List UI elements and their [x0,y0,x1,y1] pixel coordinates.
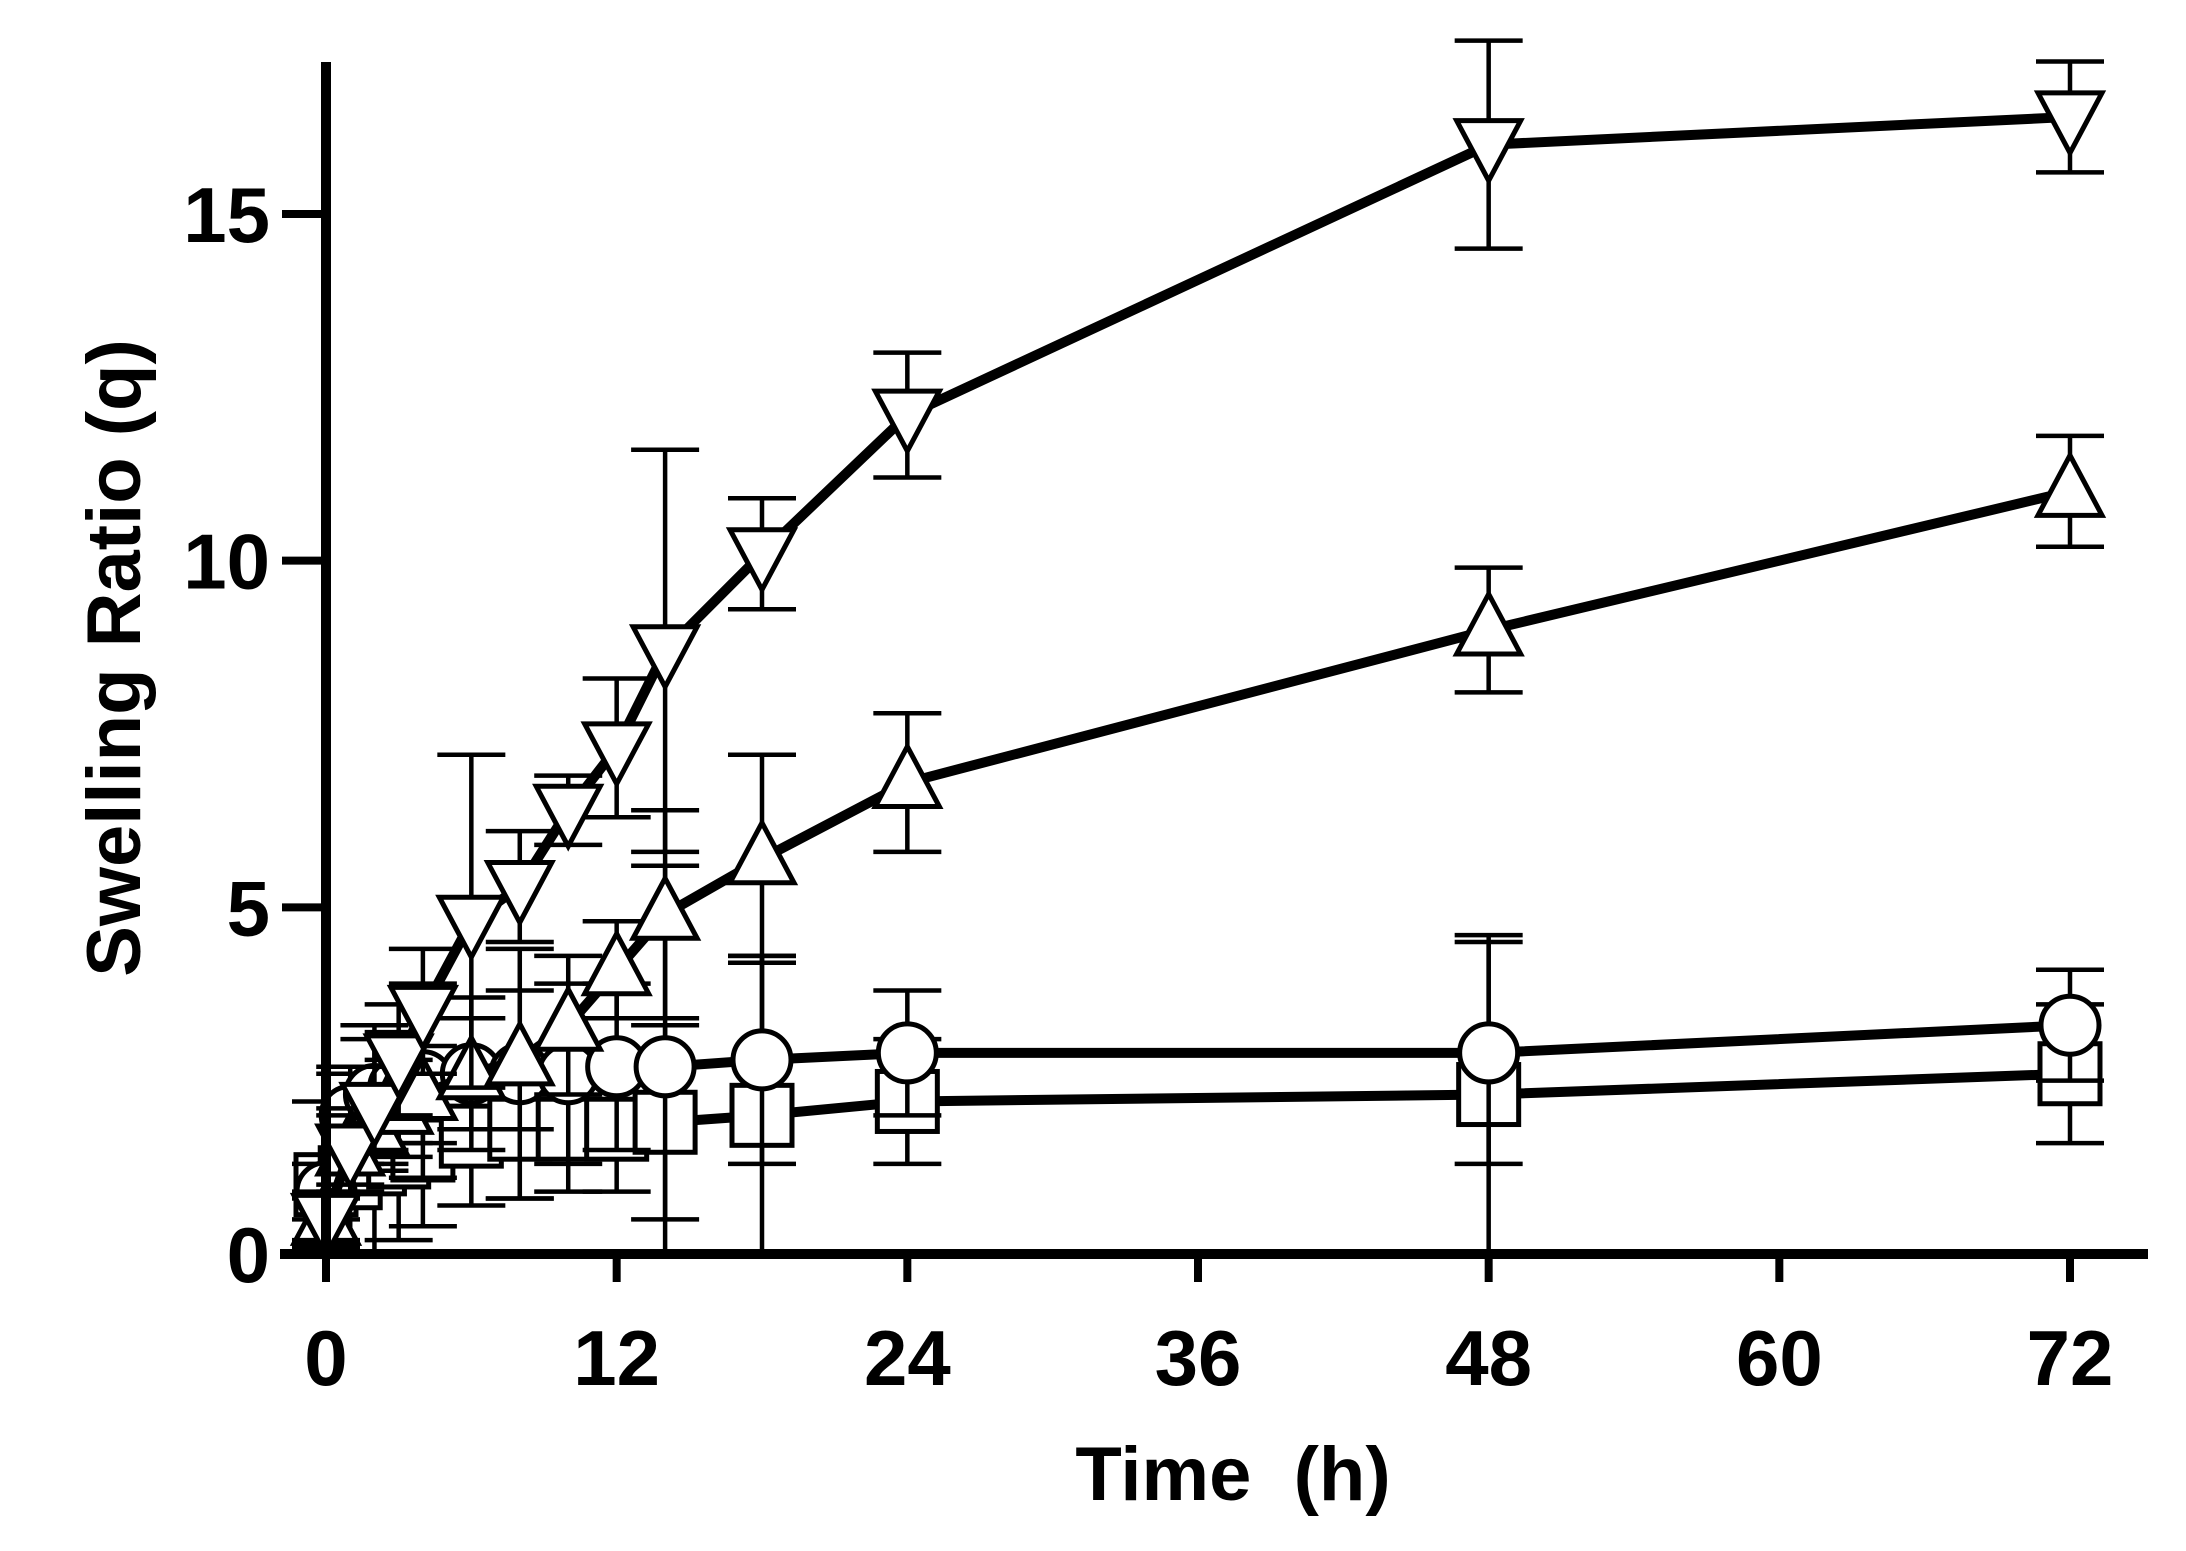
x-tick-label-60: 60 [1736,1314,1823,1402]
marker-triangle-down-1 [314,1123,387,1192]
marker-triangle-down-11 [871,388,944,457]
marker-triangle-down-8 [580,721,653,790]
marker-circle-10 [730,1028,794,1092]
marker-triangle-down-6 [483,860,556,928]
marker-triangle-down-12 [1452,118,1525,186]
axes-layer [280,62,2148,1259]
marker-triangle-up-13 [2033,450,2107,518]
marker-triangle-up-11 [871,741,944,810]
series-layer [289,38,2107,1261]
marker-triangle-down-5 [435,894,508,963]
x-tick-label-72: 72 [2027,1314,2114,1402]
y-tick-label-0: 0 [227,1211,270,1299]
marker-triangle-down-3 [362,1033,435,1102]
series-circle [292,863,2104,1254]
marker-triangle-up-8 [580,928,653,997]
x-tick-label-12: 12 [573,1314,660,1402]
marker-triangle-up-7 [532,983,605,1052]
marker-triangle-up-10 [725,817,799,886]
marker-circle-12 [1457,1021,1521,1085]
marker-triangle-up-9 [628,872,702,941]
y-tick-label-15: 15 [183,171,270,259]
ticks-layer: 0 12 24 36 48 60 72 0 5 10 15 [183,171,2113,1402]
marker-triangle-up-6 [483,1018,556,1087]
marker-circle-11 [875,1021,939,1085]
marker-triangle-down-9 [628,624,702,693]
marker-triangle-down-13 [2033,90,2107,159]
x-tick-label-0: 0 [304,1314,347,1402]
marker-triangle-down-7 [532,783,605,852]
y-tick-label-10: 10 [183,518,270,606]
x-tick-label-36: 36 [1155,1314,1242,1402]
y-tick-label-5: 5 [227,864,270,952]
x-tick-label-48: 48 [1445,1314,1532,1402]
x-tick-label-24: 24 [864,1314,951,1402]
marker-triangle-down-10 [725,527,799,596]
x-axis-title: Time (h) [1075,1432,1390,1517]
marker-circle-9 [633,1035,697,1099]
marker-triangle-up-12 [1452,588,1525,657]
y-axis-title: Swelling Ratio (q) [72,339,157,977]
marker-circle-13 [2038,993,2102,1057]
marker-triangle-down-2 [338,1081,411,1150]
series-triangle-down [289,38,2107,1261]
marker-triangle-down-4 [386,984,460,1053]
